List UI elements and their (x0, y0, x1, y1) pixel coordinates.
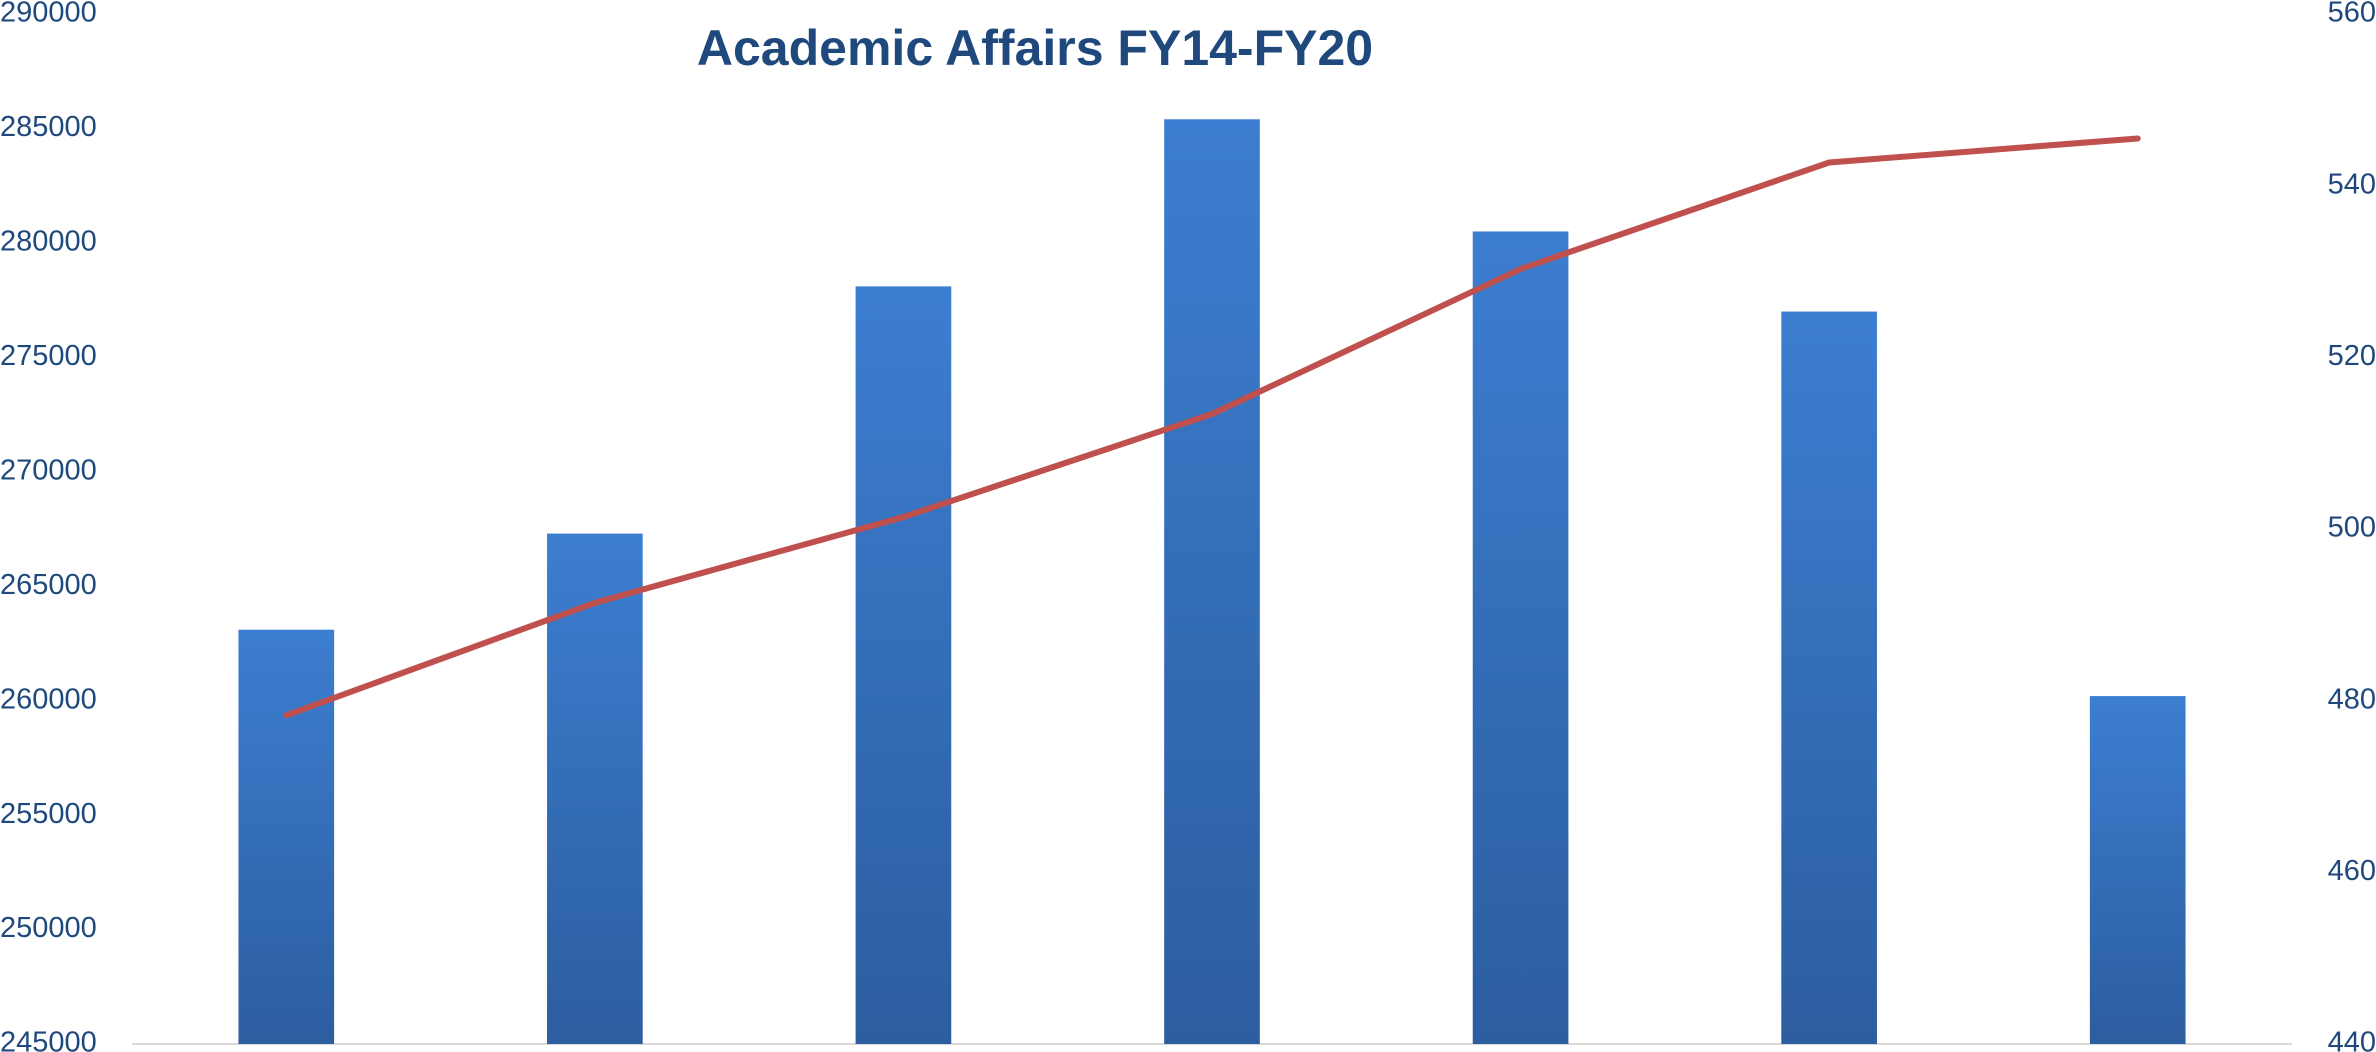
y-tick-label: 260000 (0, 683, 97, 715)
bar (2089, 696, 2186, 1044)
chart-title: Academic Affairs FY14-FY20 (697, 20, 1373, 76)
y2-tick-label: 460 (2328, 855, 2376, 887)
bar (547, 533, 643, 1044)
bar (1781, 311, 1877, 1044)
bar (1164, 119, 1260, 1045)
bar (855, 286, 952, 1044)
y-tick-label: 275000 (0, 340, 97, 372)
line-series (283, 135, 2141, 719)
y-tick-label: 290000 (0, 0, 97, 29)
bar (1472, 231, 1569, 1044)
y-tick-label: 255000 (0, 798, 97, 830)
y-tick-label: 285000 (0, 111, 97, 143)
y-tick-label: 270000 (0, 454, 97, 486)
y-tick-label: 265000 (0, 569, 97, 601)
y2-tick-label: 520 (2328, 340, 2376, 372)
y-tick-label: 245000 (0, 1027, 97, 1052)
y2-tick-label: 500 (2328, 512, 2376, 544)
y2-tick-label: 480 (2328, 683, 2376, 715)
bar (238, 629, 335, 1044)
y2-tick-label: 540 (2328, 168, 2376, 200)
y2-tick-label: 440 (2328, 1027, 2376, 1052)
y2-tick-label: 560 (2328, 0, 2376, 29)
y-tick-label: 280000 (0, 226, 97, 258)
y-tick-label: 250000 (0, 912, 97, 944)
